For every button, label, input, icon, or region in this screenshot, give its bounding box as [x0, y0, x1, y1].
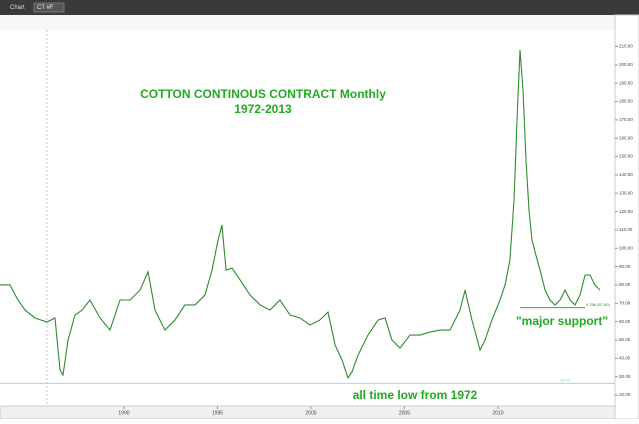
y-tick-label: 200.00 [619, 62, 633, 67]
price-line [0, 49, 601, 380]
x-tick-label: 2010 [492, 410, 503, 416]
y-tick-label: 90.00 [619, 264, 631, 269]
y-tick-label: 60.00 [619, 319, 631, 324]
header-strip [0, 15, 639, 30]
y-tick-label: 30.00 [619, 374, 631, 379]
y-tick-label: 50.00 [619, 337, 631, 342]
y-tick-label: 80.00 [619, 282, 631, 287]
y-tick-label: 120.00 [619, 209, 633, 214]
y-tick-label: 210.00 [619, 44, 633, 49]
y-tick-label: 190.00 [619, 80, 633, 85]
y-tick-label: 70.00 [619, 300, 631, 305]
level-label: 26.40 [560, 377, 571, 382]
toolbar [0, 0, 639, 15]
y-tick-label: 180.00 [619, 99, 633, 104]
x-tick-label: 2000 [305, 410, 316, 416]
x-tick-label: 1995 [212, 410, 223, 416]
y-tick-label: 150.00 [619, 154, 633, 159]
symbol: CT #F [37, 5, 54, 11]
annotation: "major support" [516, 314, 608, 328]
y-tick-label: 160.00 [619, 135, 633, 140]
y-tick-label: 140.00 [619, 172, 633, 177]
symbol-box[interactable] [33, 2, 65, 13]
y-tick-label: 100.00 [619, 245, 633, 250]
chart-subtitle: 1972-2013 [234, 102, 292, 116]
y-tick-label: 170.00 [619, 117, 633, 122]
x-tick-label: 2005 [399, 410, 410, 416]
level-label: 0.786 (67.60) [586, 302, 610, 307]
y-tick-label: 110.00 [619, 227, 633, 232]
y-tick-label: 20.00 [619, 392, 631, 397]
toolbar-title: Chart [10, 5, 25, 11]
x-tick-label: 1990 [118, 410, 129, 416]
annotation: all time low from 1972 [353, 388, 478, 402]
y-tick-label: 130.00 [619, 190, 633, 195]
y-tick-label: 40.00 [619, 355, 631, 360]
chart-title: COTTON CONTINOUS CONTRACT Monthly [140, 87, 386, 101]
